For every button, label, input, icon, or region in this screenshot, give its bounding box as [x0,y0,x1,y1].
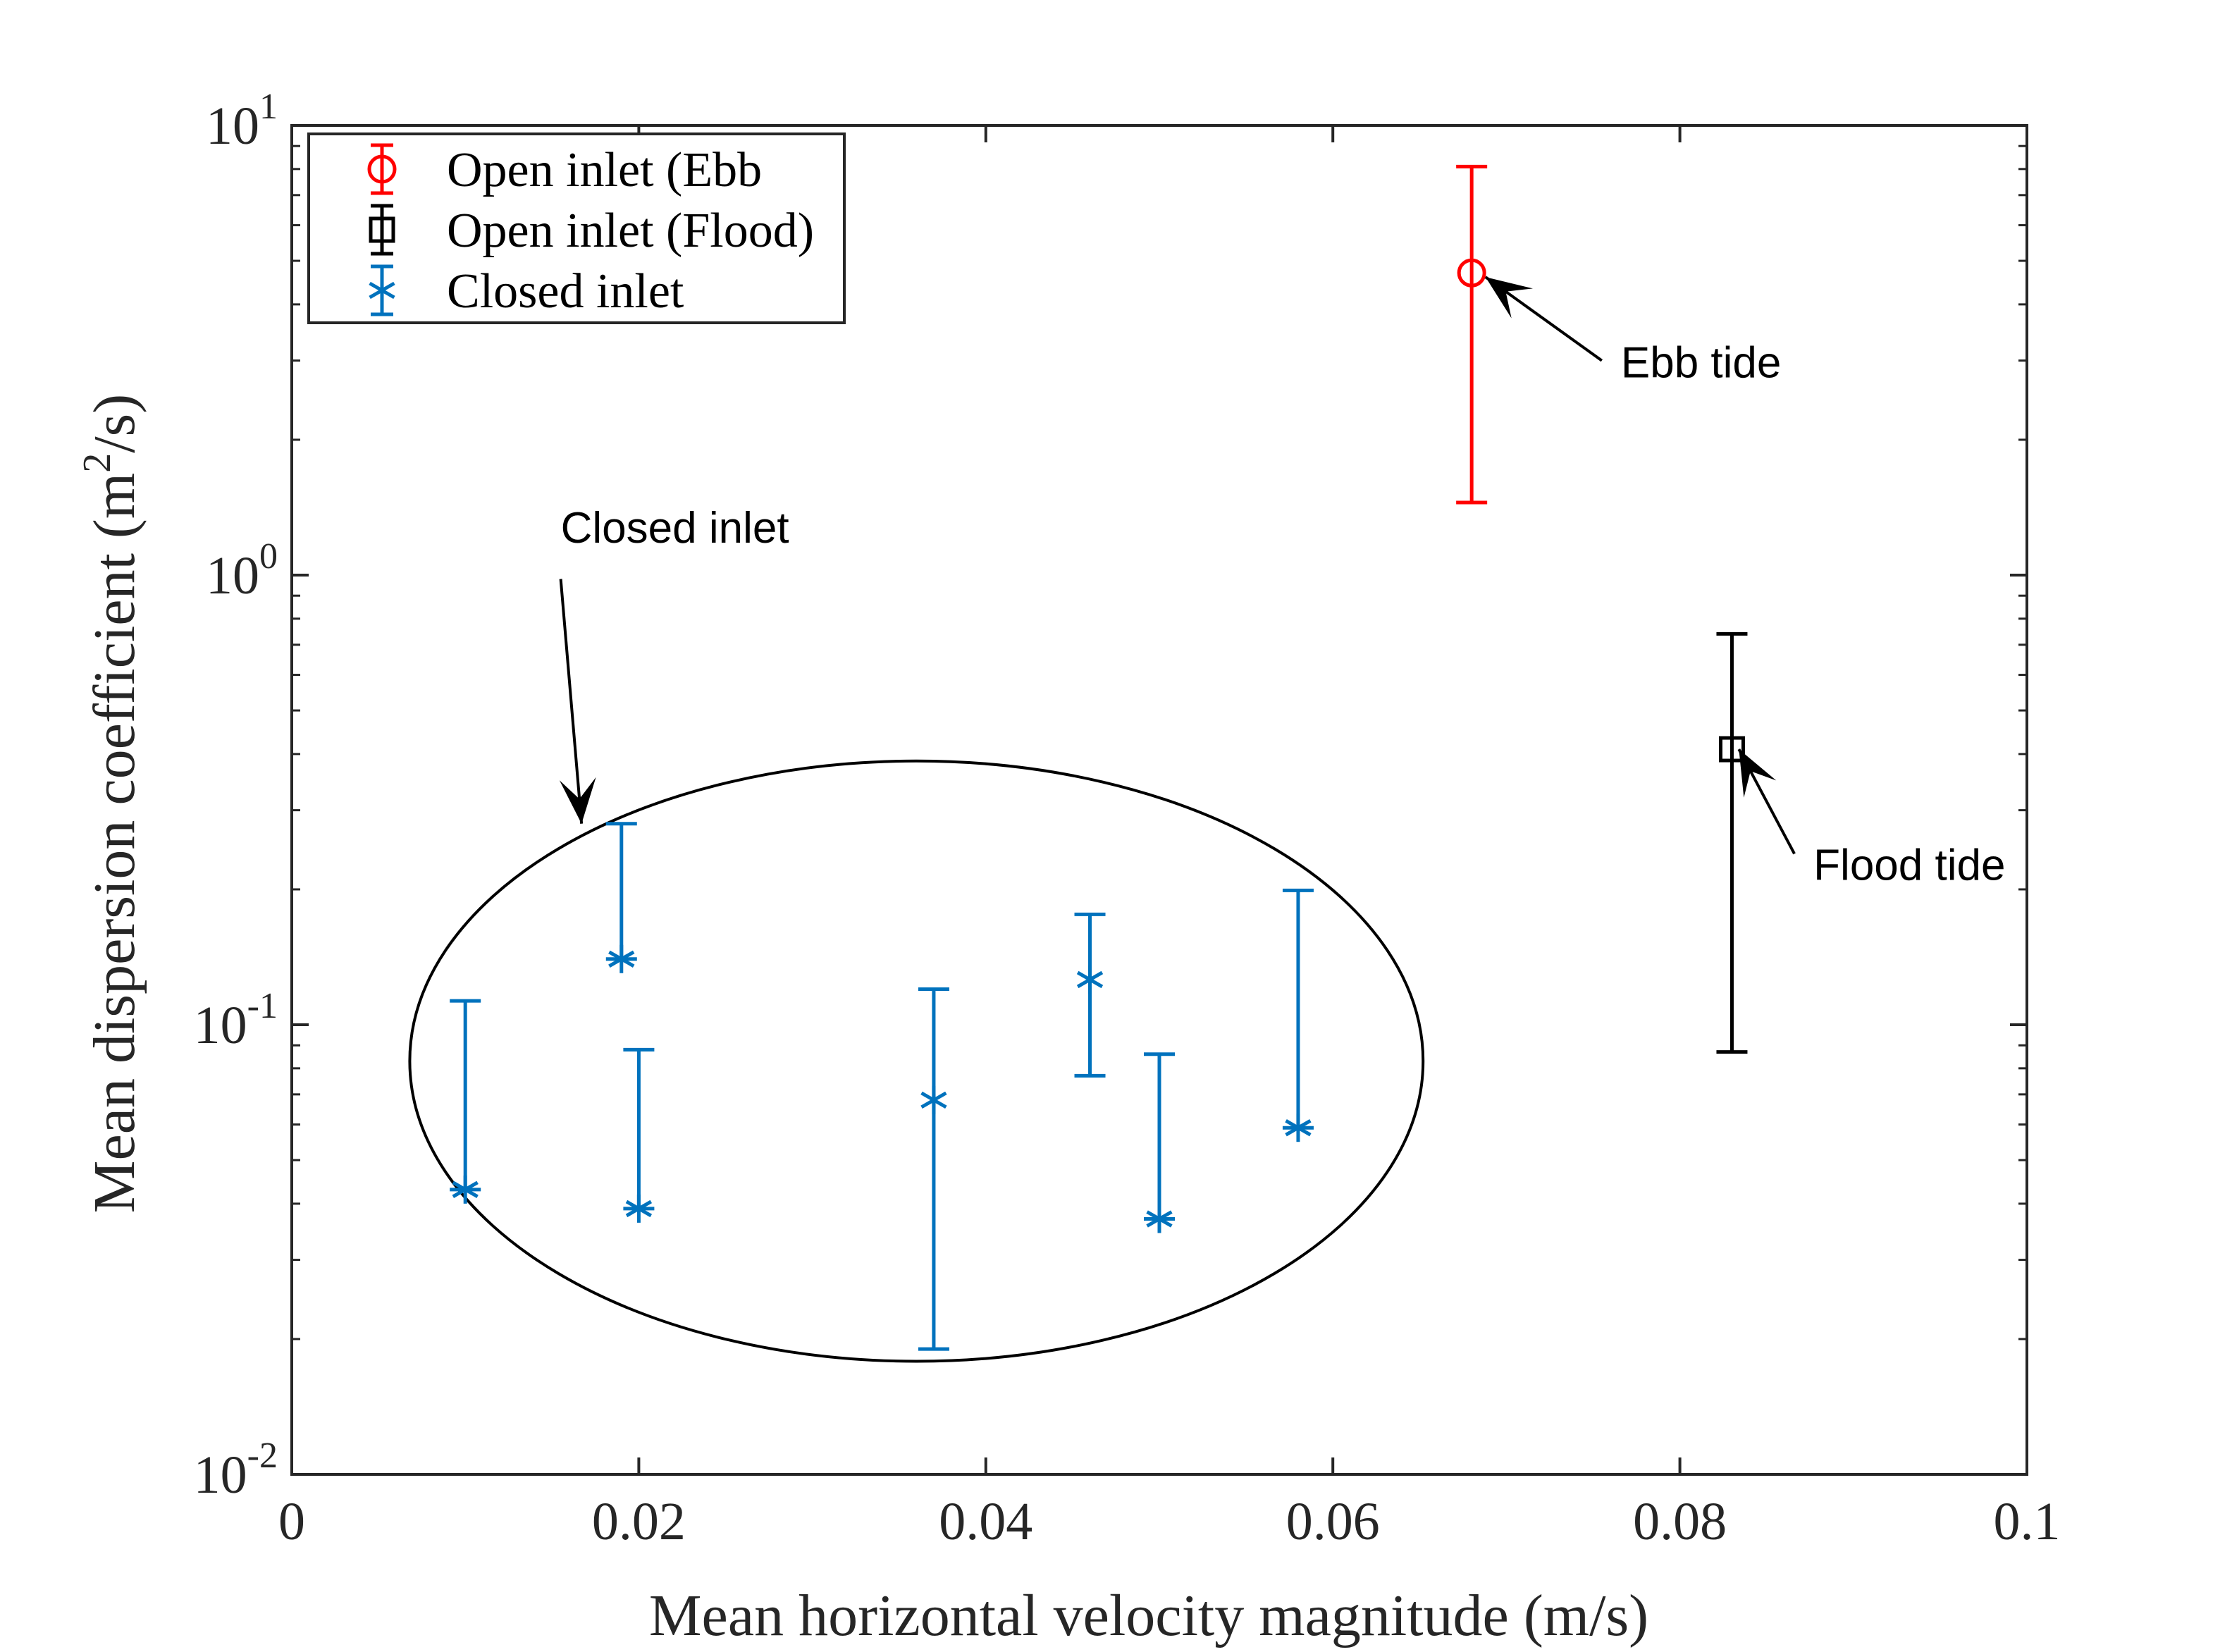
y-tick-label: 10-1 [194,986,278,1055]
annotations-layer: Ebb tide Flood tide Closed inlet [559,276,2005,889]
series-0 [1456,164,1488,505]
legend-label: Open inlet (Flood) [447,204,814,258]
annotation: Closed inlet [559,504,789,824]
series-1 [1716,631,1748,1054]
asterisk-stroke [608,950,635,968]
x-axis-label: Mean horizontal velocity magnitude (m/s) [649,1583,1648,1648]
axis-ticks: 0 0.02 0.04 0.06 0.08 0.1 10-2 10-1 100 101 [194,87,2061,1551]
annotation-label: Ebb tide [1621,339,1782,388]
asterisk-stroke [625,1200,653,1218]
asterisk-stroke [452,1181,479,1199]
annotation-label: Closed inlet [561,504,789,553]
series-2 [450,822,1314,1351]
annotation-label: Flood tide [1813,841,2005,889]
legend-marker [367,154,397,184]
asterisk-stroke [1285,1119,1312,1137]
error-bar [1456,164,1488,505]
x-tick-label: 0 [278,1492,305,1551]
legend-marker [369,276,395,304]
data-point [452,1175,479,1204]
annotation-arrow-head [559,777,596,824]
y-tick-label: 101 [206,87,278,156]
annotation: Flood tide [1737,748,2005,889]
data-point [1457,258,1486,288]
x-tick-label: 0.04 [939,1492,1032,1551]
data-series-layer [450,164,1748,1351]
data-point [608,944,635,973]
asterisk-stroke [1076,970,1104,989]
x-tick-label: 0.08 [1633,1492,1727,1551]
annotation-arrow-shaft [559,579,584,824]
error-bar [918,987,949,1351]
x-tick-label: 0.1 [1994,1492,2061,1551]
data-point [1076,965,1104,994]
legend-entry: Open inlet (Flood) [369,204,814,258]
y-tick-label: 100 [206,536,278,605]
legend-label: Closed inlet [447,264,684,319]
legend: Open inlet (Ebb Open inlet (Flood) Closed … [307,132,846,324]
x-tick-label: 0.02 [592,1492,686,1551]
y-tick-label: 10-2 [194,1436,278,1505]
asterisk-stroke [920,1091,947,1109]
error-bar [1074,912,1106,1078]
data-point [625,1194,653,1223]
grouping-ellipse-layer [408,759,1425,1363]
asterisk-stroke [369,281,395,300]
data-point [1146,1204,1173,1233]
y-axis-label: Mean dispersion coefficient (m2/s) [75,394,147,1213]
data-point [1718,736,1745,763]
legend-entry: Open inlet (Ebb [367,143,762,197]
legend-marker [369,216,395,243]
error-bar [1716,631,1748,1054]
data-point [920,1085,947,1114]
annotation-arrow-head [1739,749,1777,798]
closed-inlet-ellipse [408,759,1425,1363]
data-point [1285,1114,1312,1142]
annotation-arrow-head [1485,277,1534,319]
annotation: Ebb tide [1484,276,1782,388]
legend-label: Open inlet (Ebb [447,143,762,197]
x-tick-label: 0.06 [1286,1492,1380,1551]
legend-entry: Closed inlet [369,264,684,319]
legend-box [307,132,846,324]
asterisk-stroke [1146,1210,1173,1228]
